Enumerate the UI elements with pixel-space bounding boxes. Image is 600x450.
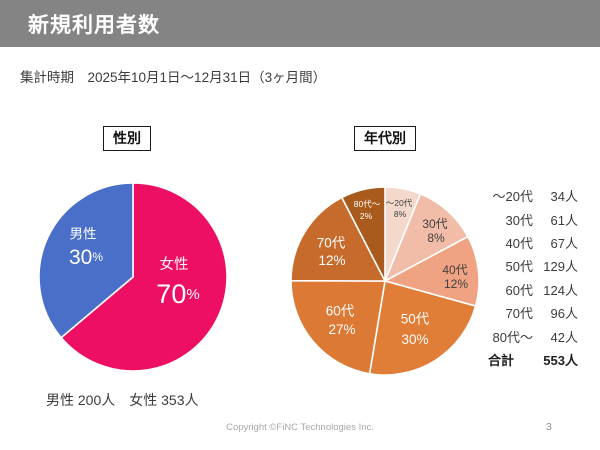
page-title: 新規利用者数 (28, 13, 160, 37)
header-bar: 新規利用者数 (0, 0, 600, 47)
gender-section-label: 性別 (103, 126, 151, 151)
age-row-label: 70代 (505, 306, 533, 322)
gender-slice-name-label: 男性 (70, 227, 97, 242)
age-slice-percent-label: 8% (394, 209, 407, 219)
table-row: 30代 61人 (456, 207, 578, 230)
copyright-text: Copyright ©FiNC Technologies Inc. (226, 422, 374, 433)
table-row: 60代 124人 (456, 278, 578, 301)
age-slice-name-label: 60代 (326, 304, 355, 319)
age-slice-percent-label: 12% (444, 277, 468, 291)
age-slice-80代～ (341, 186, 386, 282)
total-label: 合計 (488, 352, 515, 368)
gender-slice-女性 (60, 182, 228, 372)
age-slice-percent-label: 8% (427, 231, 445, 245)
table-row: 70代 96人 (456, 301, 578, 324)
age-row-count: 67人 (550, 235, 578, 251)
gender-pie-chart: 女性 70% 男性 30% (38, 182, 228, 372)
age-section-label: 年代別 (354, 126, 416, 151)
age-row-label: 50代 (505, 259, 533, 275)
table-row: 40代 67人 (456, 231, 578, 254)
age-slice-60代 (290, 279, 386, 375)
age-row-label: 30代 (505, 212, 533, 228)
gender-slice-percent-label: 30% (69, 246, 103, 269)
age-slice-name-label: 30代 (422, 217, 447, 231)
table-row: 50代 129人 (456, 254, 578, 277)
age-slice-percent-label: 12% (318, 253, 345, 268)
total-count: 553人 (543, 352, 578, 368)
gender-slice-percent-label: 70% (156, 279, 199, 309)
age-slice-70代 (290, 196, 386, 282)
age-row-count: 42人 (550, 329, 578, 345)
gender-slice-男性 (38, 182, 134, 339)
age-slice-name-label: 80代～ (354, 199, 381, 209)
age-slice-name-label: 50代 (401, 312, 430, 327)
age-slice-percent-label: 2% (360, 211, 373, 221)
age-pie-chart: ～20代8%30代8%40代12%50代30%60代27%70代12%80代～2… (290, 186, 480, 376)
age-breakdown-table: ～20代 34人 30代 61人 40代 67人 50代 129人 60代 12… (456, 184, 578, 371)
age-slice-percent-label: 27% (328, 322, 355, 337)
gender-counts-caption: 男性 200人 女性 353人 (46, 392, 199, 408)
page-number: 3 (546, 421, 552, 433)
age-slice-percent-label: 30% (401, 332, 428, 347)
age-slice-30代 (384, 193, 469, 282)
age-row-label: 40代 (505, 235, 533, 251)
age-slice-40代 (384, 235, 480, 307)
gender-slice-name-label: 女性 (160, 255, 189, 273)
age-row-count: 61人 (550, 212, 578, 228)
age-row-label: 60代 (505, 282, 533, 298)
age-row-count: 96人 (550, 306, 578, 322)
table-total-row: 合計 553人 (456, 348, 578, 371)
aggregation-period-text: 集計時期 2025年10月1日～12月31日（3ヶ月間） (20, 70, 327, 85)
table-row: 80代～ 42人 (456, 324, 578, 347)
age-row-label: 80代～ (492, 329, 533, 345)
age-slice-name-label: 40代 (442, 263, 467, 277)
age-row-count: 124人 (543, 282, 578, 298)
age-row-count: 129人 (543, 259, 578, 275)
table-row: ～20代 34人 (456, 184, 578, 207)
age-row-label: ～20代 (492, 189, 533, 205)
age-slice-name-label: 70代 (317, 236, 346, 251)
age-slice-name-label: ～20代 (386, 198, 413, 208)
age-row-count: 34人 (550, 189, 578, 205)
age-slice-50代 (368, 280, 477, 376)
